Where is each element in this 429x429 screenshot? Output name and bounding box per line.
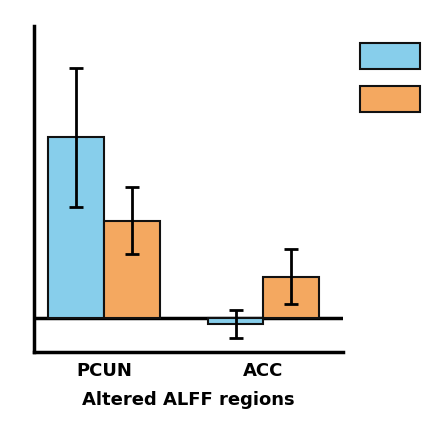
- X-axis label: Altered ALFF regions: Altered ALFF regions: [82, 391, 295, 408]
- Bar: [48, 137, 104, 318]
- Bar: [263, 277, 319, 318]
- Bar: [208, 318, 263, 324]
- Bar: [104, 221, 160, 318]
